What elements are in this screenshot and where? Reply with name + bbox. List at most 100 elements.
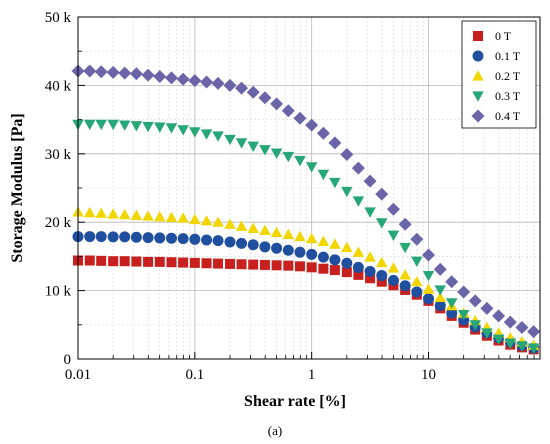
data-point <box>189 127 201 138</box>
data-point <box>224 218 236 229</box>
data-point <box>294 246 306 258</box>
data-point <box>434 300 446 312</box>
data-point <box>469 320 481 331</box>
data-point <box>119 256 130 267</box>
data-point <box>457 309 470 321</box>
data-point <box>224 236 236 248</box>
data-point <box>434 291 446 303</box>
data-point <box>317 169 330 181</box>
data-point <box>200 215 213 226</box>
data-point <box>107 119 119 131</box>
data-point <box>306 262 317 273</box>
data-series <box>71 64 541 355</box>
data-point <box>351 161 365 175</box>
data-point <box>129 67 143 81</box>
legend-label: 0.4 T <box>495 109 521 123</box>
data-point <box>376 270 388 282</box>
data-point <box>364 207 376 218</box>
data-point <box>399 280 411 292</box>
data-point <box>236 259 247 270</box>
data-point <box>177 212 189 223</box>
data-point <box>363 174 377 188</box>
data-point <box>95 119 107 131</box>
data-point <box>235 138 248 149</box>
data-point <box>189 233 201 245</box>
data-point <box>422 283 435 294</box>
y-tick-label: 40 k <box>45 78 72 94</box>
data-point <box>108 256 119 267</box>
legend-marker <box>471 109 485 123</box>
data-point <box>294 261 305 272</box>
data-point <box>142 121 154 133</box>
data-point <box>352 246 365 257</box>
data-point <box>212 216 224 227</box>
data-point <box>294 156 306 167</box>
data-point <box>84 231 96 243</box>
data-point <box>224 134 236 146</box>
data-point <box>341 241 353 253</box>
data-point <box>95 207 107 218</box>
legend-item: 0 T <box>473 29 512 43</box>
data-point <box>165 123 178 134</box>
data-point <box>212 131 224 142</box>
data-point <box>95 231 107 243</box>
data-point <box>164 71 178 85</box>
data-point <box>457 285 471 299</box>
data-point <box>235 220 248 231</box>
series-0_4T-T <box>71 64 541 339</box>
legend-label: 0.1 T <box>495 49 521 63</box>
data-point <box>446 307 458 319</box>
data-point <box>422 270 435 282</box>
data-point <box>468 294 482 308</box>
data-point <box>316 126 330 140</box>
data-point <box>235 81 249 95</box>
data-point <box>341 267 352 278</box>
data-point <box>492 334 505 345</box>
data-point <box>515 321 529 335</box>
data-point <box>130 209 143 220</box>
legend-item: 0.2 T <box>472 69 521 83</box>
data-point <box>258 91 272 105</box>
data-point <box>341 257 353 269</box>
legend-item: 0.3 T <box>472 89 521 103</box>
y-tick-labels: 0 10 k 20 k 30 k 40 k 50 k <box>45 10 72 368</box>
data-point <box>305 162 318 173</box>
data-point <box>177 233 189 245</box>
data-point <box>131 256 142 267</box>
data-point <box>142 232 154 244</box>
data-point <box>201 234 213 246</box>
data-point <box>96 255 107 266</box>
data-point <box>376 276 387 287</box>
data-point <box>398 217 412 231</box>
data-point <box>386 202 400 216</box>
data-point <box>189 213 201 225</box>
data-point <box>119 231 131 243</box>
data-point <box>270 148 283 159</box>
x-tick-labels: 0.01 0.1 1 10 <box>65 367 436 383</box>
data-point <box>211 76 225 90</box>
data-point <box>154 122 166 133</box>
x-tick-label: 0.1 <box>185 367 204 383</box>
data-point <box>283 260 294 271</box>
data-point <box>247 222 259 233</box>
data-point <box>481 328 493 339</box>
data-point <box>212 235 224 247</box>
data-point <box>504 338 517 350</box>
data-point <box>270 97 284 111</box>
data-point <box>153 70 167 84</box>
data-point <box>411 286 423 298</box>
data-point <box>376 218 388 229</box>
data-point <box>503 315 517 329</box>
legend: 0 T 0.1 T 0.2 T 0.3 T 0.4 T <box>461 20 537 129</box>
data-point <box>107 208 119 219</box>
data-point <box>376 256 388 268</box>
data-point <box>445 275 459 289</box>
data-point <box>178 257 189 268</box>
data-point <box>317 251 329 263</box>
x-tick-label: 10 <box>421 367 436 383</box>
data-point <box>165 211 178 223</box>
data-point <box>387 230 400 241</box>
y-tick-label: 20 k <box>45 215 72 231</box>
data-point <box>317 235 330 246</box>
